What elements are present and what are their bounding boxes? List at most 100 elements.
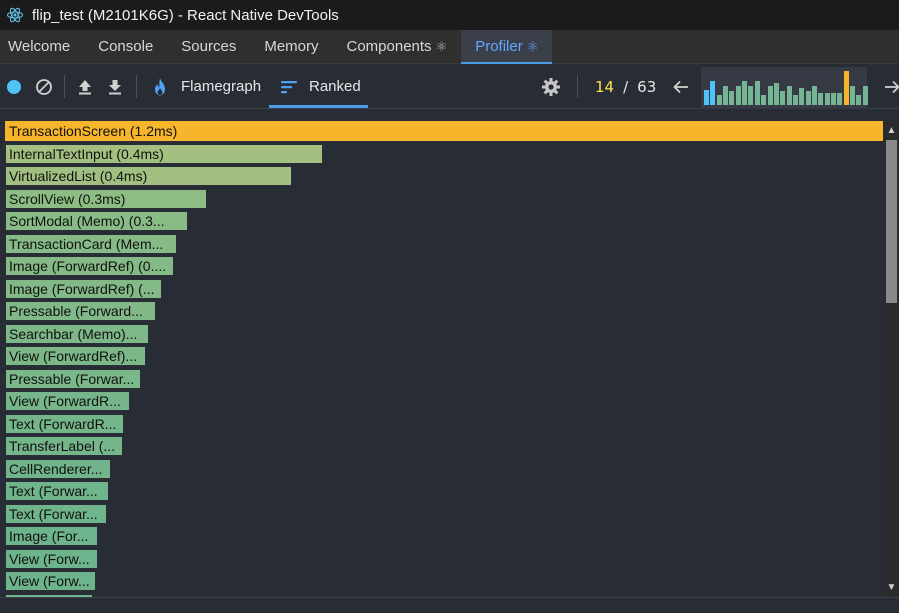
tab-profiler[interactable]: Profiler ⚛ [461, 30, 553, 64]
save-profile-button[interactable] [106, 64, 124, 109]
commit-bar[interactable] [850, 86, 855, 105]
commit-bar[interactable] [710, 81, 716, 105]
commit-bar[interactable] [831, 93, 836, 105]
commit-bar[interactable] [837, 93, 843, 105]
ranked-icon [281, 80, 297, 93]
download-icon [109, 79, 121, 94]
tab-components[interactable]: Components ⚛ [333, 30, 462, 63]
commit-bar[interactable] [786, 86, 792, 105]
commit-bar[interactable] [742, 81, 748, 105]
bottom-strip [0, 597, 899, 613]
ranked-bar[interactable]: ScrollView (0.3ms) [5, 189, 207, 209]
react-atom-icon: ⚛ [435, 38, 448, 54]
previous-commit-button[interactable] [672, 64, 690, 109]
tab-sources[interactable]: Sources [167, 30, 250, 63]
ranked-bar[interactable]: TransactionCard (Mem... [5, 234, 177, 254]
ranked-bar[interactable]: View (Forw... [5, 571, 96, 591]
commit-bar[interactable] [843, 71, 849, 105]
ranked-bar[interactable]: Pressable (Forwar... [5, 369, 141, 389]
commit-bar[interactable] [716, 95, 722, 105]
title-bar: flip_test (M2101K6G) - React Native DevT… [0, 0, 899, 30]
ranked-bar[interactable]: Image (ForwardRef) (... [5, 279, 162, 299]
tab-label: Profiler [475, 38, 523, 55]
commit-bar[interactable] [856, 95, 862, 105]
arrow-left-icon [673, 80, 688, 93]
commit-bar[interactable] [767, 86, 773, 105]
ranked-bar[interactable]: View (Forw... [5, 549, 98, 569]
ranked-bar[interactable]: InternalTextInput (0.4ms) [5, 144, 323, 164]
ranked-label: Ranked [309, 78, 361, 95]
ranked-bar[interactable]: Text (Forwar... [5, 481, 109, 501]
ranked-chart: TransactionScreen (1.2ms) InternalTextInp… [0, 109, 884, 597]
tab-label: Welcome [8, 38, 71, 55]
commit-bar[interactable] [780, 91, 786, 105]
commit-bar[interactable] [824, 93, 830, 105]
load-profile-button[interactable] [76, 64, 94, 109]
commit-bar[interactable] [792, 95, 798, 105]
commit-selector-chart[interactable] [701, 67, 868, 109]
scroll-down-icon[interactable]: ▼ [886, 582, 897, 593]
ranked-bar[interactable]: Image (For... [5, 526, 98, 546]
ranked-bar[interactable] [5, 594, 93, 597]
window-title: flip_test (M2101K6G) - React Native DevT… [32, 6, 339, 24]
ranked-bar[interactable]: SortModal (Memo) (0.3... [5, 211, 188, 231]
commit-bar[interactable] [818, 93, 824, 105]
vertical-scrollbar[interactable]: ▲ ▼ [884, 121, 899, 597]
toolbar-divider [64, 75, 65, 98]
active-tab-indicator [269, 106, 368, 108]
profiler-settings-button[interactable] [541, 64, 561, 109]
commit-bar[interactable] [704, 90, 709, 105]
clear-button[interactable] [35, 64, 53, 109]
arrow-right-icon [885, 80, 899, 93]
record-button[interactable] [7, 64, 21, 109]
ranked-bar[interactable]: TransferLabel (... [5, 436, 123, 456]
devtools-tabs: Welcome Console Sources Memory Component… [0, 30, 899, 64]
commit-bar[interactable] [735, 86, 741, 105]
ranked-bar[interactable]: Searchbar (Memo)... [5, 324, 149, 344]
react-atom-icon: ⚛ [526, 38, 539, 54]
commit-bar[interactable] [748, 86, 754, 105]
commit-bar[interactable] [811, 86, 817, 105]
commit-current: 14 [595, 77, 615, 96]
next-commit-button[interactable] [883, 64, 899, 109]
tab-label: Sources [181, 38, 237, 55]
react-logo-icon [6, 7, 24, 23]
ranked-bar[interactable]: View (ForwardR... [5, 391, 130, 411]
scroll-up-icon[interactable]: ▲ [886, 125, 897, 136]
commit-counter: 14 / 63 [595, 64, 656, 109]
commit-bar[interactable] [761, 95, 767, 105]
commit-total: 63 [637, 77, 657, 96]
ranked-bar[interactable]: Text (Forwar... [5, 504, 107, 524]
tab-welcome[interactable]: Welcome [0, 30, 84, 63]
ranked-bar[interactable]: View (ForwardRef)... [5, 346, 146, 366]
commit-bar[interactable] [773, 83, 779, 105]
tab-console[interactable]: Console [84, 30, 167, 63]
commit-separator: / [623, 77, 629, 96]
ranked-bar[interactable]: Text (ForwardR... [5, 414, 124, 434]
ranked-bar[interactable]: VirtualizedList (0.4ms) [5, 166, 292, 186]
clear-icon [36, 78, 52, 95]
tab-label: Console [98, 38, 154, 55]
ranked-bar[interactable]: CellRenderer... [5, 459, 111, 479]
commit-bar[interactable] [729, 91, 735, 105]
record-icon [7, 79, 21, 94]
upload-icon [79, 79, 91, 94]
commit-bar[interactable] [799, 88, 805, 105]
ranked-bar[interactable]: Pressable (Forward... [5, 301, 156, 321]
gear-icon [542, 77, 560, 96]
toolbar-divider [577, 75, 578, 98]
toolbar-divider [136, 75, 137, 98]
ranked-tab[interactable]: Ranked [269, 64, 368, 109]
flamegraph-label: Flamegraph [181, 78, 262, 95]
flamegraph-tab[interactable]: Flamegraph [150, 64, 261, 109]
tab-label: Components [346, 38, 432, 55]
ranked-bar[interactable]: Image (ForwardRef) (0.... [5, 256, 174, 276]
commit-bar[interactable] [862, 86, 868, 105]
flame-icon [155, 77, 165, 95]
ranked-bar[interactable]: TransactionScreen (1.2ms) [5, 121, 883, 141]
scrollbar-thumb[interactable] [886, 140, 897, 303]
commit-bar[interactable] [754, 81, 760, 105]
commit-bar[interactable] [805, 91, 811, 105]
tab-memory[interactable]: Memory [250, 30, 332, 63]
commit-bar[interactable] [723, 86, 728, 105]
